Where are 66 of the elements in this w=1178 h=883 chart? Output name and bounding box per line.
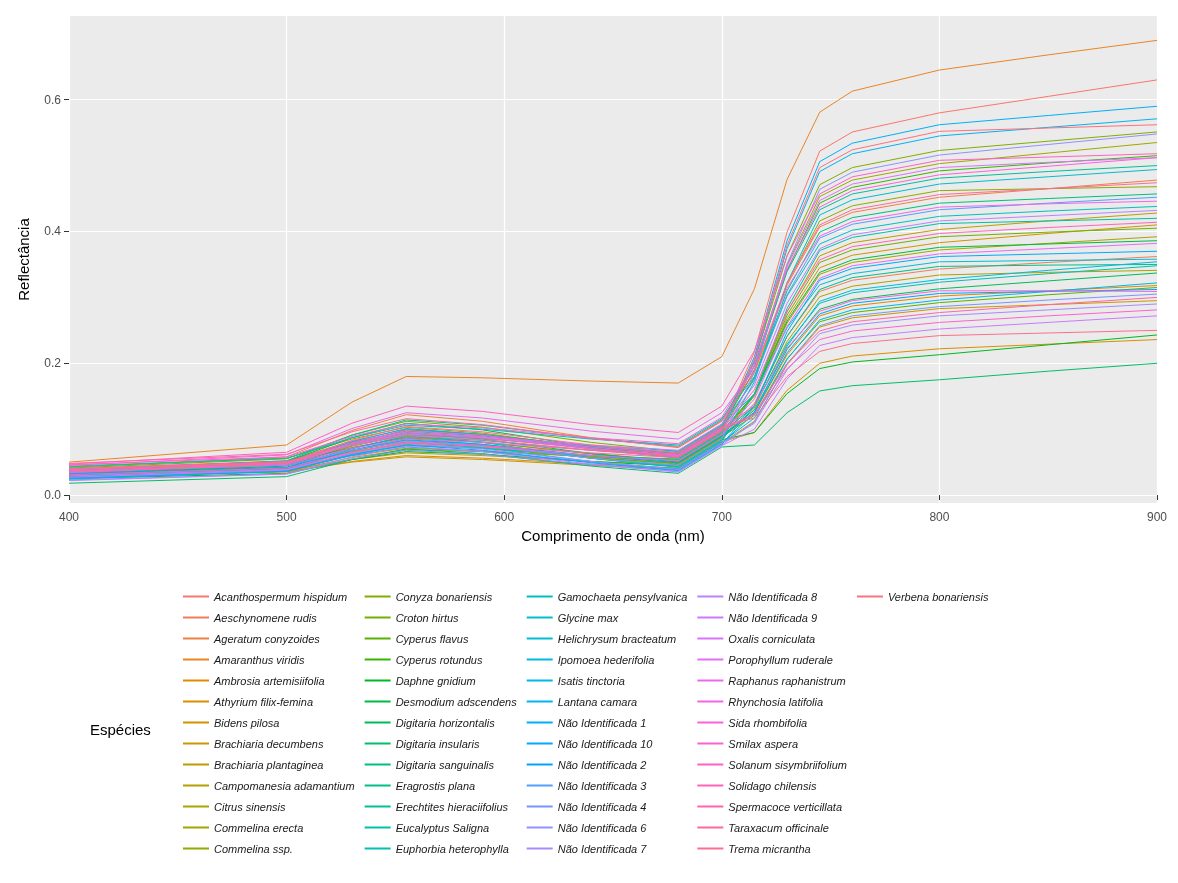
legend-label: Trema micrantha <box>728 842 811 855</box>
legend-label: Não Identificada 10 <box>557 737 654 750</box>
legend-label: Desmodium adscendens <box>395 695 518 708</box>
legend-label: Rhynchosia latifolia <box>728 695 824 708</box>
legend-label: Solanum sisymbriifolium <box>728 758 847 771</box>
legend-label: Ambrosia artemisiifolia <box>213 674 325 687</box>
legend-label: Smilax aspera <box>728 737 799 750</box>
legend-label: Amaranthus viridis <box>213 653 305 666</box>
legend-label: Ipomoea hederifolia <box>557 653 655 666</box>
legend-label: Euphorbia heterophylla <box>395 842 509 855</box>
y-tick-label: 0.0 <box>44 488 62 503</box>
legend-label: Não Identificada 6 <box>557 821 648 834</box>
legend-label: Eragrostis plana <box>395 779 476 792</box>
legend-label: Sida rhombifolia <box>728 716 808 729</box>
legend-label: Raphanus raphanistrum <box>728 674 846 687</box>
x-tick-label: 500 <box>276 510 297 524</box>
legend-label: Taraxacum officinale <box>728 821 829 834</box>
legend-title: Espécies <box>90 721 151 738</box>
legend-label: Bidens pilosa <box>214 716 280 729</box>
legend-label: Athyrium filix-femina <box>213 695 314 708</box>
legend-label: Gamochaeta pensylvanica <box>557 590 688 603</box>
legend-label: Brachiaria decumbens <box>214 737 324 750</box>
legend-label: Citrus sinensis <box>214 800 287 813</box>
legend-label: Croton hirtus <box>395 611 460 624</box>
legend-label: Não Identificada 9 <box>728 611 817 624</box>
legend-label: Cyperus rotundus <box>395 653 483 666</box>
legend-label: Verbena bonariensis <box>887 590 989 603</box>
legend-label: Digitaria insularis <box>395 737 480 750</box>
x-tick-label: 600 <box>494 510 515 524</box>
legend-label: Eucalyptus Saligna <box>395 821 490 834</box>
x-tick-label: 400 <box>58 510 80 524</box>
legend-label: Ageratum conyzoides <box>213 632 321 645</box>
legend-label: Glycine max <box>557 611 619 624</box>
x-tick-label: 800 <box>929 510 950 524</box>
legend-label: Solidago chilensis <box>728 779 817 792</box>
legend-label: Campomanesia adamantium <box>214 779 355 792</box>
y-tick-label: 0.4 <box>44 224 62 239</box>
legend-label: Conyza bonariensis <box>395 590 493 603</box>
legend-label: Oxalis corniculata <box>728 632 816 645</box>
legend-label: Aeschynomene rudis <box>213 611 318 624</box>
legend-label: Spermacoce verticillata <box>728 800 843 813</box>
x-axis-title: Comprimento de onda (nm) <box>521 526 705 544</box>
legend-label: Não Identificada 2 <box>557 758 647 771</box>
legend-label: Helichrysum bracteatum <box>557 632 677 645</box>
legend-label: Não Identificada 1 <box>557 716 647 729</box>
legend-label: Acanthospermum hispidum <box>213 590 348 603</box>
legend-label: Isatis tinctoria <box>557 674 625 687</box>
legend-label: Commelina ssp. <box>214 842 293 855</box>
legend-label: Não Identificada 4 <box>557 800 647 813</box>
legend-label: Brachiaria plantaginea <box>214 758 324 771</box>
legend-label: Erechtites hieraciifolius <box>395 800 509 813</box>
legend-label: Commelina erecta <box>214 821 304 834</box>
legend-label: Porophyllum ruderale <box>728 653 833 666</box>
legend-label: Não Identificada 7 <box>557 842 648 855</box>
y-tick-label: 0.2 <box>44 356 62 371</box>
y-axis-title: Reflectância <box>15 217 32 301</box>
legend-label: Digitaria sanguinalis <box>395 758 495 771</box>
x-tick-label: 700 <box>711 510 733 524</box>
x-tick-label: 900 <box>1146 510 1168 524</box>
legend-label: Digitaria horizontalis <box>395 716 496 729</box>
y-tick-label: 0.6 <box>44 92 62 107</box>
legend-label: Daphne gnidium <box>395 674 476 687</box>
legend-label: Cyperus flavus <box>395 632 469 645</box>
legend-label: Não Identificada 8 <box>728 590 818 603</box>
legend-label: Não Identificada 3 <box>557 779 648 792</box>
legend-label: Lantana camara <box>557 695 638 708</box>
